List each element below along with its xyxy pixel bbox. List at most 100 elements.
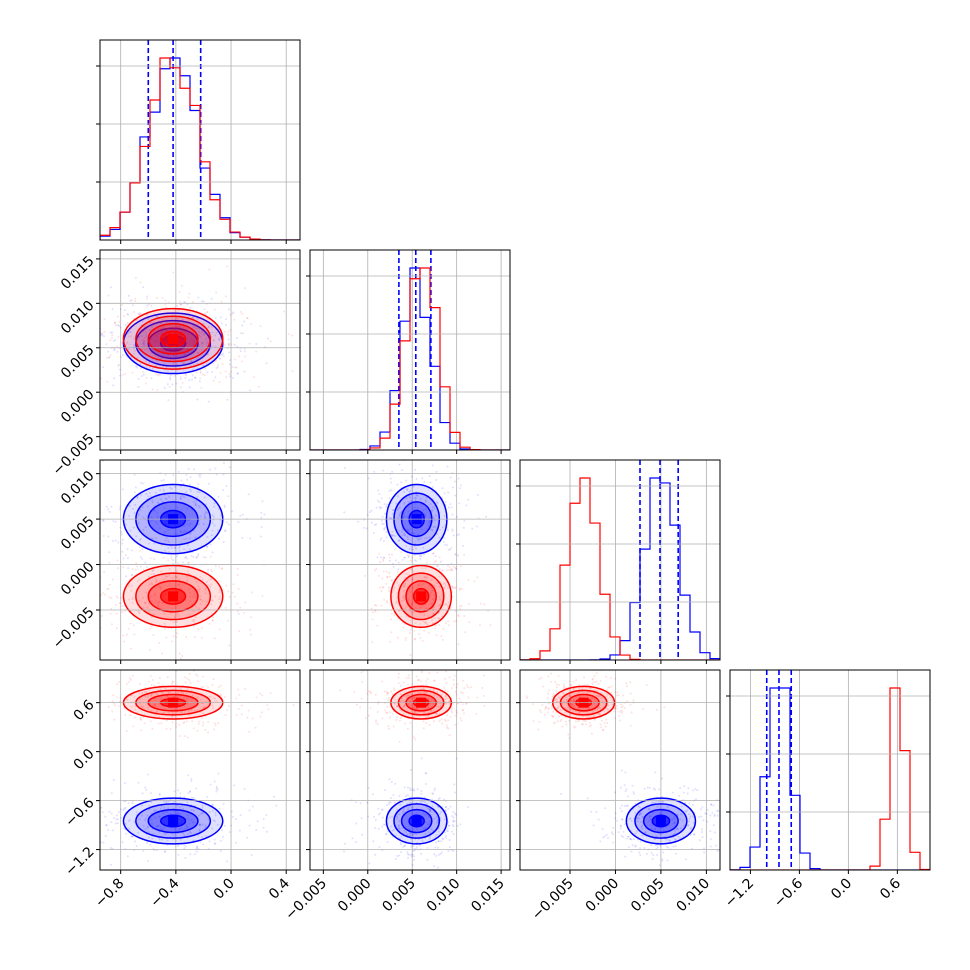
- scatter-point: [200, 626, 203, 629]
- scatter-point: [395, 718, 398, 721]
- scatter-point: [381, 515, 384, 518]
- scatter-point: [218, 580, 221, 583]
- scatter-point: [647, 820, 650, 823]
- scatter-point: [371, 641, 374, 644]
- scatter-point: [144, 690, 147, 693]
- scatter-point: [405, 573, 408, 576]
- scatter-point: [571, 703, 574, 706]
- scatter-point: [177, 614, 180, 617]
- scatter-point: [403, 597, 406, 600]
- scatter-point: [423, 629, 426, 632]
- scatter-point: [243, 787, 246, 790]
- scatter-point: [132, 337, 135, 340]
- contour: [159, 587, 187, 605]
- x-tick-label: −0.6: [771, 875, 806, 910]
- scatter-point: [434, 712, 437, 715]
- scatter-point: [381, 816, 384, 819]
- scatter-point: [206, 571, 209, 574]
- scatter-point: [153, 332, 156, 335]
- scatter-point: [402, 585, 405, 588]
- scatter-point: [439, 705, 442, 708]
- scatter-point: [169, 378, 172, 381]
- scatter-point: [217, 529, 220, 532]
- scatter-point: [179, 495, 182, 498]
- scatter-point: [545, 705, 548, 708]
- scatter-point: [435, 582, 438, 585]
- scatter-point: [445, 670, 448, 673]
- scatter-point: [109, 354, 112, 357]
- scatter-point: [201, 811, 204, 814]
- scatter-point: [525, 695, 528, 698]
- scatter-point: [121, 538, 124, 541]
- scatter-point: [239, 814, 242, 817]
- scatter-point: [137, 831, 140, 834]
- scatter-point: [397, 824, 400, 827]
- scatter-point: [173, 350, 176, 353]
- scatter-point: [188, 522, 191, 525]
- scatter-point: [161, 319, 164, 322]
- scatter-point: [182, 301, 185, 304]
- scatter-point: [110, 457, 112, 459]
- scatter-point: [199, 369, 202, 372]
- scatter-point: [390, 612, 393, 615]
- scatter-point: [224, 318, 227, 321]
- scatter-point: [147, 831, 150, 834]
- scatter-point: [446, 544, 449, 547]
- scatter-point: [114, 603, 117, 606]
- scatter-point: [619, 827, 622, 830]
- scatter-point: [374, 818, 377, 821]
- scatter-point: [412, 829, 415, 832]
- scatter-0: [66, 772, 278, 866]
- scatter-point: [113, 702, 116, 705]
- scatter-point: [188, 830, 191, 833]
- scatter-point: [241, 324, 244, 327]
- scatter-point: [625, 788, 628, 791]
- scatter-point: [199, 598, 202, 601]
- x-tick-label: −1.2: [722, 876, 757, 911]
- scatter-point: [339, 689, 342, 692]
- scatter-point: [178, 652, 181, 655]
- scatter-point: [572, 698, 575, 701]
- scatter-point: [222, 473, 225, 476]
- scatter-point: [12, 354, 14, 356]
- scatter-point: [68, 512, 70, 514]
- scatter-point: [621, 804, 624, 807]
- scatter-point: [66, 788, 68, 790]
- scatter-point: [431, 622, 434, 625]
- scatter-point: [229, 313, 232, 316]
- scatter-point: [208, 695, 211, 698]
- scatter-point: [142, 286, 145, 289]
- scatter-point: [172, 696, 175, 699]
- scatter-point: [418, 844, 421, 847]
- scatter-point: [668, 838, 671, 841]
- scatter-point: [538, 677, 541, 680]
- scatter-point: [153, 809, 156, 812]
- scatter-point: [214, 376, 217, 379]
- scatter-point: [144, 526, 147, 529]
- scatter-point: [624, 771, 627, 774]
- scatter-point: [406, 694, 409, 697]
- scatter-point: [622, 836, 625, 839]
- scatter-point: [204, 503, 207, 506]
- contour: [651, 814, 671, 828]
- scatter-point: [166, 810, 169, 813]
- scatter-point: [186, 579, 189, 582]
- scatter-point: [167, 559, 170, 562]
- scatter-point: [612, 841, 615, 844]
- scatter-point: [211, 827, 214, 830]
- scatter-point: [637, 805, 640, 808]
- scatter-point: [228, 351, 231, 354]
- scatter-point: [139, 313, 142, 316]
- scatter-point: [145, 376, 148, 379]
- scatter-point: [205, 339, 208, 342]
- scatter-point: [144, 382, 147, 385]
- scatter-point: [147, 695, 150, 698]
- scatter-point: [119, 505, 122, 508]
- scatter-point: [182, 330, 185, 333]
- scatter-point: [130, 705, 133, 708]
- scatter-point: [212, 515, 215, 518]
- scatter-point: [176, 533, 179, 536]
- scatter-point: [191, 341, 194, 344]
- scatter-point: [386, 804, 389, 807]
- scatter-point: [182, 362, 185, 365]
